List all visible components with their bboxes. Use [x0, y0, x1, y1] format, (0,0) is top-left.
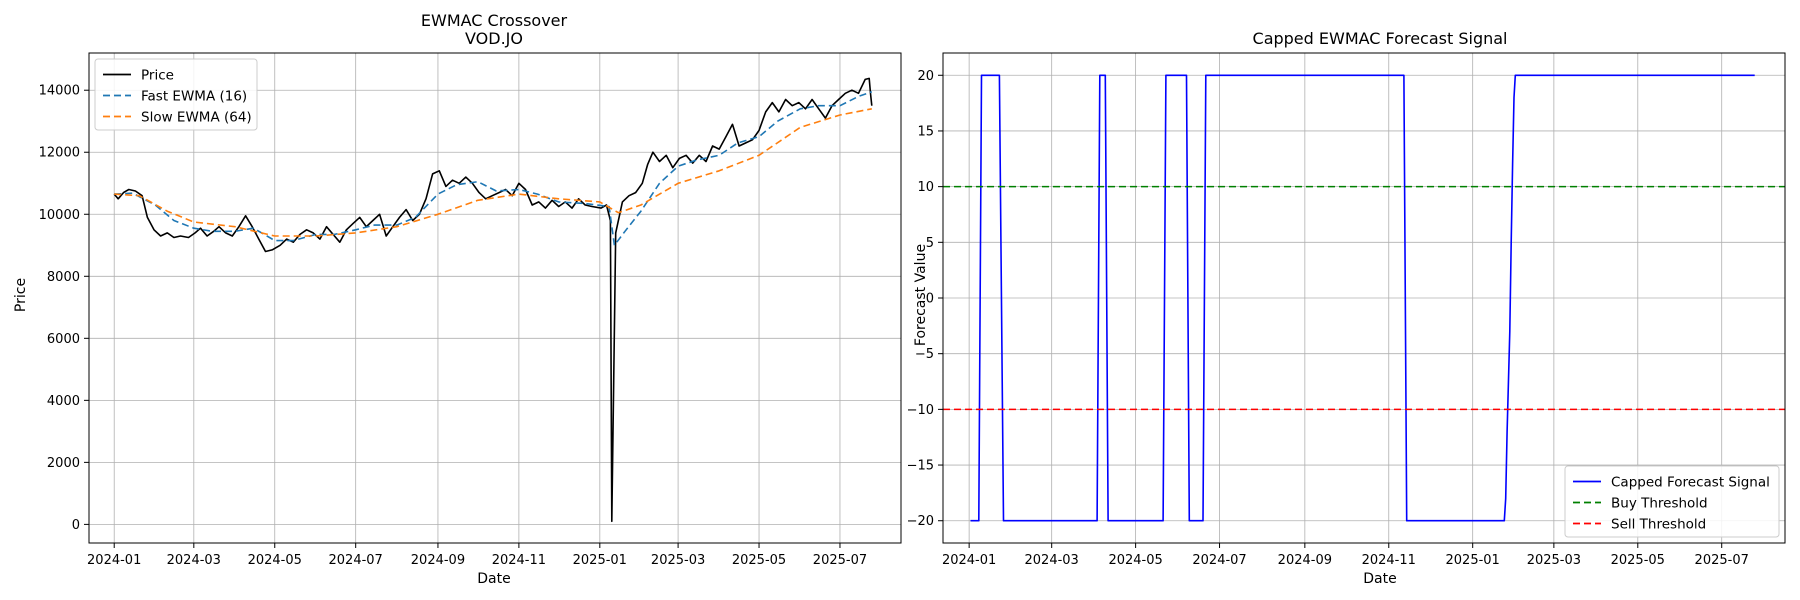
- y-tick-label: 20: [917, 69, 934, 84]
- price-chart-subtitle: VOD.JO: [465, 29, 523, 48]
- price-chart-frame: [88, 52, 902, 544]
- y-tick-label: 0: [926, 292, 934, 307]
- forecast-chart-grid: [943, 53, 1785, 543]
- legend-label: Capped Forecast Signal: [1611, 475, 1770, 491]
- y-tick-label: −10: [907, 403, 934, 418]
- y-tick-label: 15: [917, 124, 934, 139]
- y-tick-label: −20: [907, 514, 934, 529]
- y-tick-label: 6000: [47, 332, 80, 347]
- price-chart-series: [113, 77, 873, 523]
- x-tick-label: 2024-07: [329, 553, 383, 568]
- series-line-capped-forecast-signal: [970, 74, 1755, 522]
- x-tick-label: 2025-05: [732, 553, 786, 568]
- legend-label: Fast EWMA (16): [141, 89, 247, 105]
- price-chart-legend: Price Fast EWMA (16) Slow EWMA (64): [94, 58, 258, 131]
- forecast-chart-legend: Capped Forecast Signal Buy Threshold Sell …: [1564, 465, 1780, 538]
- x-tick-label: 2024-01: [942, 553, 996, 568]
- forecast-chart-y-ticks: −20 −15 −10 −5 0 5 10 15 20: [907, 69, 943, 529]
- price-chart-grid: [89, 53, 901, 543]
- x-tick-label: 2024-07: [1192, 553, 1246, 568]
- x-tick-label: 2024-09: [1278, 553, 1332, 568]
- x-tick-label: 2025-07: [1695, 553, 1749, 568]
- x-tick-label: 2025-03: [1527, 553, 1581, 568]
- x-tick-label: 2025-05: [1611, 553, 1665, 568]
- x-tick-label: 2024-03: [1025, 553, 1079, 568]
- y-tick-label: 0: [72, 518, 80, 533]
- x-tick-label: 2024-05: [1108, 553, 1162, 568]
- x-tick-label: 2025-03: [651, 553, 705, 568]
- y-tick-label: 10000: [39, 208, 80, 223]
- y-tick-label: 14000: [39, 84, 80, 99]
- x-tick-label: 2024-09: [411, 553, 465, 568]
- x-tick-label: 2024-11: [492, 553, 546, 568]
- x-tick-label: 2024-11: [1362, 553, 1416, 568]
- legend-label: Buy Threshold: [1611, 496, 1708, 512]
- x-tick-label: 2025-01: [573, 553, 627, 568]
- forecast-chart-title: Capped EWMAC Forecast Signal: [1253, 29, 1508, 48]
- price-chart: 2024-01 2024-03 2024-05 2024-07 2024-09 2024-…: [13, 11, 902, 587]
- price-chart-x-ticks: 2024-01 2024-03 2024-05 2024-07 2024-09 2024-…: [87, 543, 867, 568]
- x-tick-label: 2025-01: [1446, 553, 1500, 568]
- y-tick-label: 10: [917, 180, 934, 195]
- legend-label: Slow EWMA (64): [141, 110, 252, 126]
- price-chart-x-axis-label: Date: [477, 571, 510, 587]
- forecast-chart-x-axis-label: Date: [1363, 571, 1396, 587]
- y-tick-label: −5: [915, 347, 934, 362]
- y-tick-label: −15: [907, 459, 934, 474]
- forecast-chart-y-axis-label: Forecast Value: [913, 244, 929, 346]
- y-tick-label: 5: [926, 236, 934, 251]
- y-tick-label: 8000: [47, 270, 80, 285]
- legend-box: [94, 58, 258, 131]
- forecast-chart-x-ticks: 2024-01 2024-03 2024-05 2024-07 2024-09 2024-…: [942, 543, 1749, 568]
- legend-label: Price: [141, 68, 174, 84]
- price-chart-y-axis-label: Price: [13, 278, 29, 312]
- legend-box: [1564, 465, 1780, 538]
- legend-label: Sell Threshold: [1611, 517, 1706, 533]
- y-tick-label: 4000: [47, 394, 80, 409]
- y-tick-label: 12000: [39, 146, 80, 161]
- x-tick-label: 2024-03: [167, 553, 221, 568]
- series-line-slow-ewma-64: [114, 108, 872, 237]
- price-chart-title: EWMAC Crossover: [421, 11, 568, 30]
- y-tick-label: 2000: [47, 456, 80, 471]
- x-tick-label: 2024-05: [248, 553, 302, 568]
- x-tick-label: 2024-01: [87, 553, 141, 568]
- x-tick-label: 2025-07: [813, 553, 867, 568]
- forecast-chart: 2024-01 2024-03 2024-05 2024-07 2024-09 2024-…: [907, 29, 1786, 587]
- price-chart-y-ticks: 0 2000 4000 6000 8000 10000 12000 14000: [39, 84, 89, 533]
- forecast-chart-series: [943, 74, 1785, 522]
